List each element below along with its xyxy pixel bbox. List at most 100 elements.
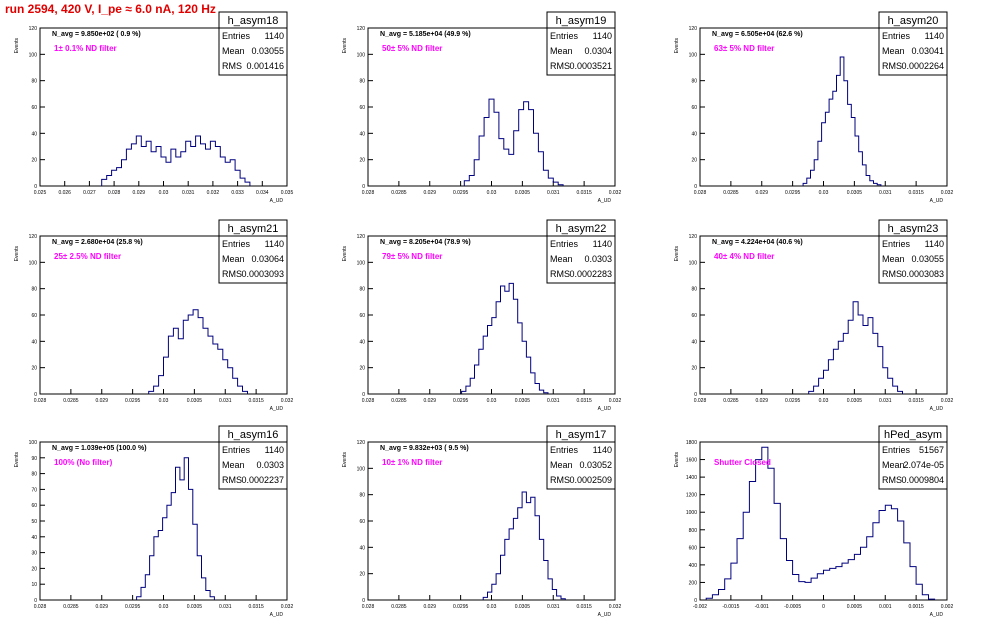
y-tick-label: 0 [362,184,365,190]
y-tick-label: 100 [29,52,38,58]
histogram-title: h_asym17 [556,429,607,441]
stats-label: RMS [222,269,242,279]
histogram-bin [803,183,807,186]
y-tick-label: 60 [359,313,365,319]
histogram-line [802,56,882,186]
x-tick-label: 0.0285 [391,604,407,610]
histogram-bin [479,136,484,186]
y-tick-label: 0 [694,184,697,190]
histogram-bin [539,390,543,394]
x-tick-label: 0.032 [281,604,294,610]
x-tick-label: 0.031 [547,604,560,610]
y-tick-label: 20 [359,572,365,578]
histogram-bin [749,482,755,601]
histogram-bin [213,344,218,394]
histogram-title: h_asym19 [556,15,607,27]
histogram-bin [828,360,833,394]
histogram-bin [159,376,164,394]
y-tick-label: 80 [359,79,365,85]
histogram-bin [814,386,819,394]
histogram-bin [731,563,737,600]
histogram-bin [181,152,186,186]
histogram-bin [844,81,848,186]
histogram-bin [548,579,552,600]
x-tick-label: 0.032 [207,190,220,196]
histogram-bin [873,523,879,600]
stats-label: RMS [550,475,570,485]
stats-box [878,425,948,490]
y-tick-label: 1800 [686,440,697,446]
x-tick-label: 0.0315 [576,604,592,610]
histogram-bin [205,149,210,186]
x-tick-label: -0.0015 [722,604,739,610]
y-tick-label: 20 [31,566,37,572]
histogram-bin [243,391,248,394]
stats-value: 0.0003083 [901,269,944,279]
x-tick-label: 0 [822,604,825,610]
y-tick-label: 40 [691,339,697,345]
histogram-bin [883,368,888,394]
y-tick-label: 70 [31,487,37,493]
y-tick-label: 60 [31,105,37,111]
histogram-bin [509,283,513,394]
histogram-bin [164,357,169,394]
histogram-bin [543,170,548,186]
x-tick-label: 0.028 [362,604,375,610]
x-tick-label: 0.028 [694,398,707,404]
y-tick-label: 1000 [686,510,697,516]
x-tick-label: 0.026 [58,190,71,196]
stats-label: Entries [222,31,251,41]
y-tick-label: 20 [31,366,37,372]
stats-value: 0.03041 [911,46,944,56]
histogram-bin [220,157,225,186]
x-tick-label: 0.03 [819,398,829,404]
x-tick-label: 0.029 [423,398,436,404]
y-tick-label: 120 [689,234,698,240]
histogram-bin [484,118,489,186]
histogram-bin [544,561,548,601]
y-tick-label: 90 [31,456,37,462]
n-avg-label: N_avg = 9.832e+03 ( 9.5 %) [380,445,469,452]
histogram-bin [807,178,811,186]
histogram-bin [526,357,530,394]
histogram-bin [859,152,863,186]
histogram-panel: 0 20 40 60 80 100 120 0.028 0.0285 0.029 0.0295 0.0… [674,11,953,204]
x-tick-label: 0.029 [755,398,768,404]
histogram-bin [198,318,203,394]
histogram-bin [122,160,127,186]
x-tick-label: 0.031 [182,190,195,196]
stats-value: 0.001416 [246,61,284,71]
histogram-bin [518,323,522,394]
y-tick-label: 40 [691,131,697,137]
histogram-bin [150,556,154,600]
n-avg-label: N_avg = 1.039e+05 (100.0 %) [52,445,147,452]
stats-label: Mean [882,254,905,264]
histogram-bin [848,560,854,600]
stats-box [546,219,616,284]
x-tick-label: 0.028 [362,190,375,196]
x-axis-label: A_UD [270,406,284,412]
x-tick-label: 0.031 [219,398,232,404]
histogram-bin [149,391,154,394]
stats-label: RMS [550,61,570,71]
y-tick-label: 20 [691,366,697,372]
x-tick-label: 0.0285 [723,190,739,196]
stats-box [218,219,288,284]
x-tick-label: 0.0315 [576,190,592,196]
stats-value: 1140 [265,239,284,249]
y-axis-label: Events [14,38,20,54]
histogram-bin [225,162,230,186]
stats-value: 1140 [265,445,284,455]
histogram-bin [531,497,535,600]
y-tick-label: 80 [359,287,365,293]
histogram-bin [496,302,500,394]
n-avg-label: N_avg = 5.185e+04 (49.9 %) [380,31,471,38]
histogram-bin [500,286,504,394]
histogram-bin [768,468,774,600]
stats-value: 0.0009804 [901,475,944,485]
x-tick-label: 0.029 [755,190,768,196]
histogram-title: h_asym20 [888,15,939,27]
stats-label: Mean [882,46,905,56]
histogram-bin [898,391,903,394]
histogram-line [482,491,566,600]
